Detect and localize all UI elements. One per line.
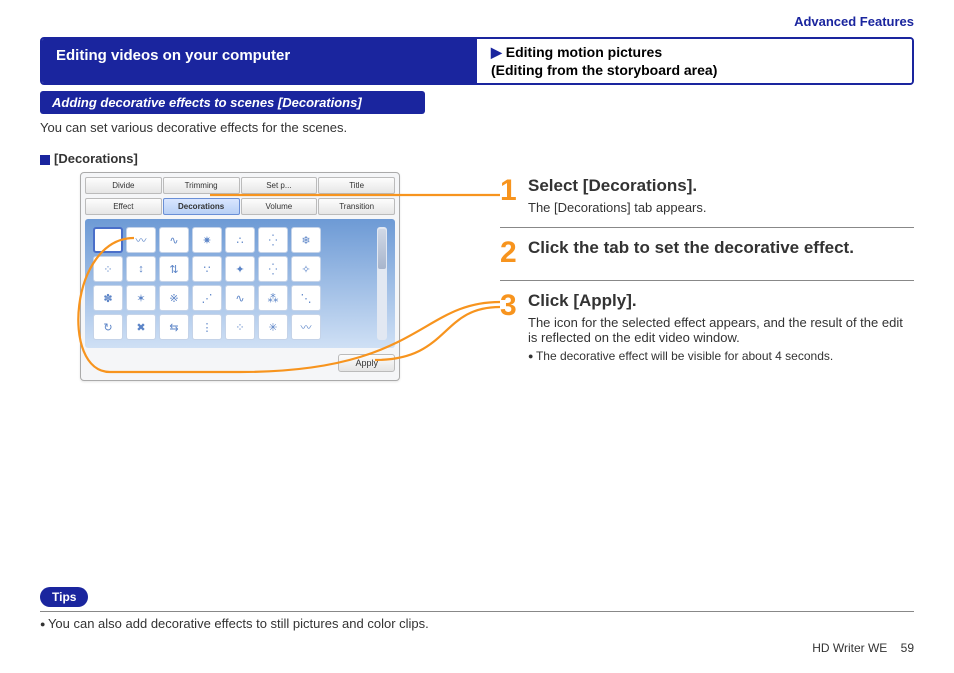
tab[interactable]: Volume bbox=[241, 198, 318, 215]
effect-cell[interactable]: ✶ bbox=[126, 285, 156, 311]
tips-divider bbox=[40, 611, 914, 612]
apply-button[interactable]: Apply bbox=[338, 354, 395, 372]
tabs-row-1: DivideTrimmingSet p...Title bbox=[85, 177, 395, 194]
effect-cell[interactable]: ⇆ bbox=[159, 314, 189, 340]
app-frame: DivideTrimmingSet p...Title EffectDecora… bbox=[80, 172, 400, 381]
title-left: Editing videos on your computer bbox=[42, 39, 477, 83]
title-right: ▶Editing motion pictures (Editing from t… bbox=[477, 39, 912, 83]
tips-text: You can also add decorative effects to s… bbox=[40, 616, 914, 631]
effect-cell[interactable]: ⁘ bbox=[93, 256, 123, 282]
title-right-line2: (Editing from the storyboard area) bbox=[491, 62, 717, 78]
effect-cell[interactable]: ⁛ bbox=[258, 227, 288, 253]
effect-cell[interactable]: ⋮ bbox=[192, 314, 222, 340]
step-number: 2 bbox=[500, 238, 528, 268]
footer-product: HD Writer WE bbox=[812, 641, 887, 655]
decorations-label: [Decorations] bbox=[40, 151, 914, 166]
tips-section: Tips You can also add decorative effects… bbox=[40, 587, 914, 631]
step-note: The decorative effect will be visible fo… bbox=[528, 349, 914, 363]
effect-cell[interactable]: ❄ bbox=[291, 227, 321, 253]
tabs-row-2: EffectDecorationsVolumeTransition bbox=[85, 198, 395, 215]
decorations-label-text: [Decorations] bbox=[54, 151, 138, 166]
tab[interactable]: Set p... bbox=[241, 177, 318, 194]
step-divider bbox=[500, 227, 914, 228]
step: 2Click the tab to set the decorative eff… bbox=[500, 234, 914, 278]
effect-cell[interactable]: ∵ bbox=[192, 256, 222, 282]
tips-badge: Tips bbox=[40, 587, 88, 607]
effect-cell[interactable]: ∿ bbox=[225, 285, 255, 311]
effect-cell[interactable]: 〰 bbox=[126, 227, 156, 253]
tab[interactable]: Trimming bbox=[163, 177, 240, 194]
square-bullet-icon bbox=[40, 155, 50, 165]
step-body: Click [Apply]. The icon for the selected … bbox=[528, 291, 914, 363]
page-footer: HD Writer WE 59 bbox=[812, 641, 914, 655]
step-body: Click the tab to set the decorative effe… bbox=[528, 238, 914, 262]
effect-cell[interactable] bbox=[93, 227, 123, 253]
intro-text: You can set various decorative effects f… bbox=[40, 120, 914, 135]
tab[interactable]: Transition bbox=[318, 198, 395, 215]
effect-cell[interactable]: ※ bbox=[159, 285, 189, 311]
sub-heading-bar: Adding decorative effects to scenes [Dec… bbox=[40, 91, 425, 114]
effect-cell[interactable]: ⋱ bbox=[291, 285, 321, 311]
effect-grid-box: 〰∿✷∴⁛❄⁘↕⇅∵✦⁛✧✽✶※⋰∿⁂⋱↻✖⇆⋮⁘✳〰 bbox=[85, 219, 395, 348]
steps-column: 1Select [Decorations]. The [Decorations] … bbox=[470, 172, 914, 381]
effect-cell[interactable]: ✷ bbox=[192, 227, 222, 253]
tab[interactable]: Decorations bbox=[163, 198, 240, 215]
grid-scrollbar[interactable] bbox=[377, 227, 387, 340]
step-title: Click [Apply]. bbox=[528, 291, 914, 311]
effect-cell[interactable]: ∴ bbox=[225, 227, 255, 253]
step: 3Click [Apply]. The icon for the selected… bbox=[500, 287, 914, 373]
effect-cell[interactable]: ⇅ bbox=[159, 256, 189, 282]
tab[interactable]: Effect bbox=[85, 198, 162, 215]
step-divider bbox=[500, 280, 914, 281]
effect-cell[interactable]: ∿ bbox=[159, 227, 189, 253]
screenshot-column: DivideTrimmingSet p...Title EffectDecora… bbox=[40, 172, 470, 381]
title-right-line1: Editing motion pictures bbox=[506, 44, 662, 60]
header-advanced-features: Advanced Features bbox=[40, 14, 914, 29]
step-body: Select [Decorations]. The [Decorations] t… bbox=[528, 176, 914, 215]
effect-cell[interactable]: 〰 bbox=[291, 314, 321, 340]
effect-cell[interactable]: ⁂ bbox=[258, 285, 288, 311]
effect-cell[interactable]: ↕ bbox=[126, 256, 156, 282]
step-desc: The [Decorations] tab appears. bbox=[528, 200, 914, 215]
effect-cell[interactable]: ⁛ bbox=[258, 256, 288, 282]
footer-page: 59 bbox=[901, 641, 914, 655]
effect-cell[interactable]: ↻ bbox=[93, 314, 123, 340]
effect-cell[interactable]: ✳ bbox=[258, 314, 288, 340]
step-desc: The icon for the selected effect appears… bbox=[528, 315, 914, 345]
step-title: Click the tab to set the decorative effe… bbox=[528, 238, 914, 258]
title-bar: Editing videos on your computer ▶Editing… bbox=[40, 37, 914, 85]
tab[interactable]: Title bbox=[318, 177, 395, 194]
effect-cell[interactable]: ✖ bbox=[126, 314, 156, 340]
effect-cell[interactable]: ✧ bbox=[291, 256, 321, 282]
step-number: 3 bbox=[500, 291, 528, 321]
effect-cell[interactable]: ✦ bbox=[225, 256, 255, 282]
effect-grid: 〰∿✷∴⁛❄⁘↕⇅∵✦⁛✧✽✶※⋰∿⁂⋱↻✖⇆⋮⁘✳〰 bbox=[93, 227, 373, 340]
step-number: 1 bbox=[500, 176, 528, 206]
step: 1Select [Decorations]. The [Decorations] … bbox=[500, 172, 914, 225]
tab[interactable]: Divide bbox=[85, 177, 162, 194]
effect-cell[interactable]: ✽ bbox=[93, 285, 123, 311]
step-title: Select [Decorations]. bbox=[528, 176, 914, 196]
effect-cell[interactable]: ⋰ bbox=[192, 285, 222, 311]
triangle-icon: ▶ bbox=[491, 44, 502, 60]
effect-cell[interactable]: ⁘ bbox=[225, 314, 255, 340]
